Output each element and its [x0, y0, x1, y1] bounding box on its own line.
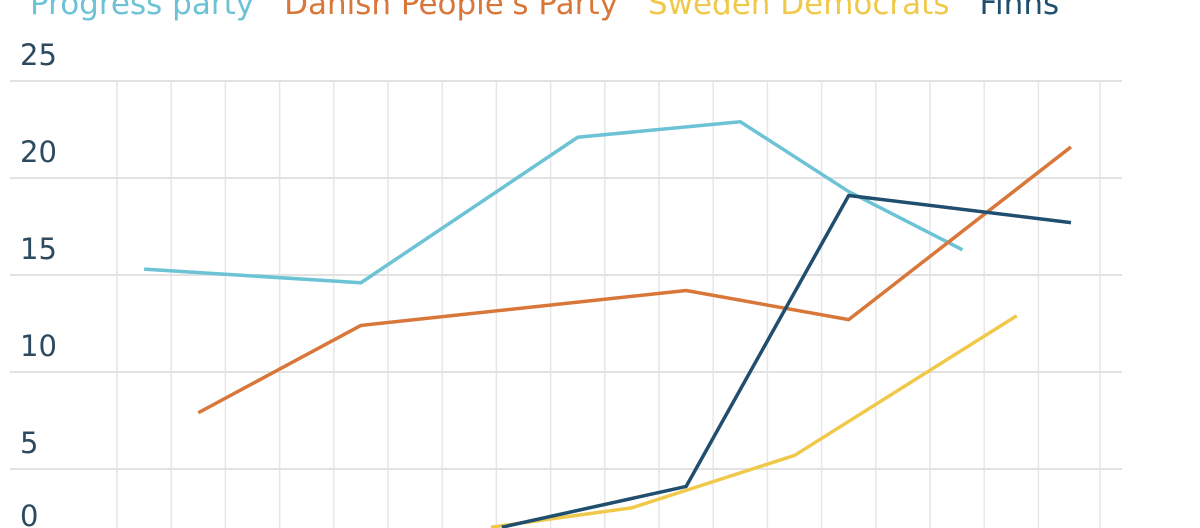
legend-item: Sweden Democrats [647, 0, 950, 22]
y-tick-label: 20 [20, 135, 57, 169]
y-tick-label: 15 [20, 232, 57, 266]
series-lines [143, 119, 1072, 528]
legend-item: Progress party [30, 0, 255, 22]
legend-item: Danish People's Party [284, 0, 618, 22]
y-tick-label: 5 [20, 426, 38, 460]
series-line-3 [501, 193, 1072, 528]
series-line-0 [143, 119, 964, 285]
y-tick-label: 0 [20, 499, 38, 528]
y-axis-ticks: 0 5 10 15 20 25 [20, 38, 57, 528]
legend-item: Finns [979, 0, 1060, 22]
series-line-2 [490, 314, 1018, 528]
y-tick-label: 10 [20, 329, 57, 363]
y-tick-label: 25 [20, 38, 57, 72]
legend: Progress party Danish People's Party Swede… [30, 0, 1059, 22]
